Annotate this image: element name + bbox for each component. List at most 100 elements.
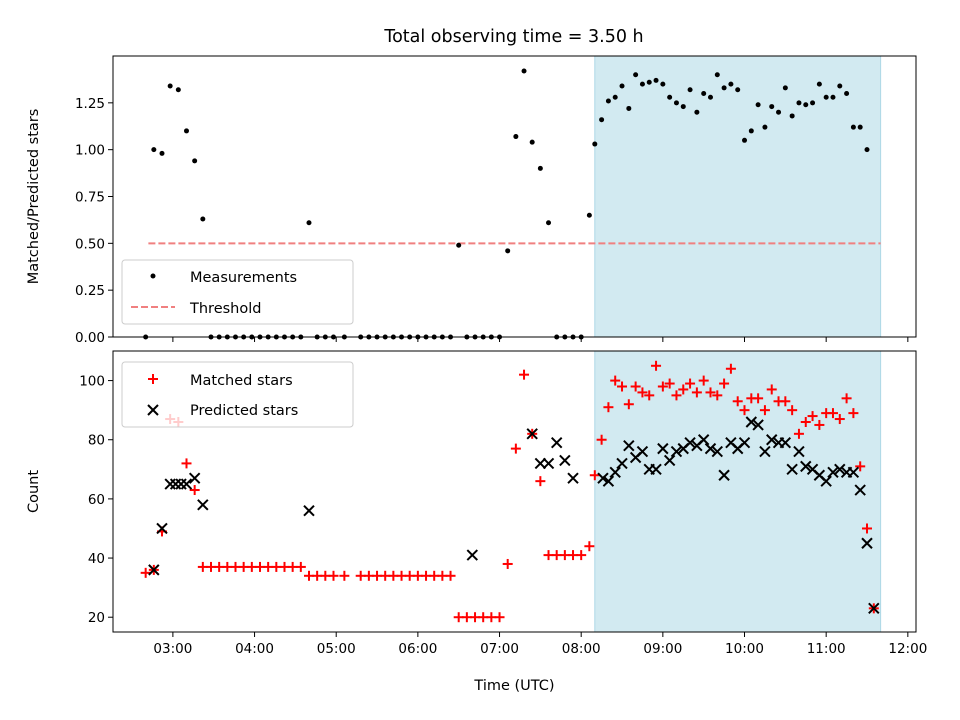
predicted-stars-point	[684, 436, 696, 449]
predicted-stars-point-b	[861, 537, 873, 549]
matched-stars-point	[637, 387, 648, 398]
predicted-stars-point-b	[834, 463, 846, 476]
measurement-point	[694, 109, 700, 115]
predicted-stars-point-b	[704, 442, 717, 455]
top-y-axis-label: Matched/Predicted stars	[26, 109, 42, 285]
measurement-point	[159, 150, 165, 156]
bottom-legend-box	[121, 361, 354, 428]
measurement-point	[546, 220, 552, 226]
legend-threshold-label: Threshold	[189, 301, 261, 317]
predicted-stars-point	[670, 445, 683, 458]
predicted-stars-point	[827, 466, 839, 478]
x-tick-label: 07:00	[480, 641, 519, 657]
predicted-stars-point	[526, 428, 538, 440]
bottom-x-ticks: 03:00 04:00 05:00 06:00 07:00 08:00 09:00 10:00…	[153, 632, 927, 657]
predicted-stars-point	[704, 442, 717, 455]
predicted-stars-point	[609, 466, 621, 478]
bottom-y-axis-label: Count	[26, 470, 42, 513]
predicted-stars-point-b	[657, 442, 669, 455]
measurement-point	[748, 128, 754, 134]
y-tick-label: 0.25	[75, 283, 105, 299]
predicted-stars-point-b	[718, 469, 730, 481]
matched-stars-point	[510, 443, 521, 454]
matched-stars-point	[189, 485, 200, 496]
predicted-stars-point	[180, 478, 193, 490]
predicted-stars-point-b	[759, 445, 771, 458]
predicted-stars-point	[718, 469, 730, 481]
predicted-stars-point-b	[738, 436, 751, 449]
measurement-point	[796, 100, 802, 106]
measurement-point	[837, 83, 843, 89]
predicted-stars-point	[711, 445, 723, 458]
predicted-stars-point-b	[766, 434, 778, 446]
measurement-point	[529, 139, 535, 145]
predicted-stars-point	[820, 475, 832, 487]
matched-stars-point	[834, 414, 845, 425]
matched-stars-point	[698, 375, 709, 386]
predicted-stars-point	[303, 505, 315, 517]
measurement-point	[306, 220, 312, 226]
bottom-data-layer	[140, 360, 880, 623]
matched-stars-point	[603, 402, 614, 413]
matched-stars-point	[753, 393, 764, 404]
x-tick-label: 10:00	[725, 641, 764, 657]
matched-stars-point	[725, 363, 736, 374]
matched-stars-point	[445, 570, 456, 581]
measurement-point	[192, 158, 198, 164]
matched-stars-point	[328, 570, 339, 581]
predicted-stars-point-b	[197, 499, 209, 511]
predicted-stars-point-b	[820, 475, 832, 487]
predicted-stars-point	[834, 463, 846, 476]
matched-stars-point	[630, 381, 641, 392]
measurement-point	[707, 94, 713, 100]
matched-stars-point	[339, 570, 350, 581]
predicted-stars-point	[550, 436, 563, 449]
measurement-point	[803, 102, 809, 108]
predicted-stars-point-b	[616, 457, 628, 470]
matched-stars-point	[705, 387, 716, 398]
predicted-stars-point	[766, 434, 778, 446]
matched-stars-point	[814, 419, 825, 430]
predicted-stars-point-b	[597, 472, 609, 484]
matched-stars-point	[807, 411, 818, 422]
matched-stars-point	[841, 393, 852, 404]
matched-stars-point	[678, 384, 689, 395]
matched-stars-point	[719, 378, 730, 389]
predicted-stars-point	[800, 460, 812, 473]
matched-stars-point	[140, 567, 151, 578]
measurement-point	[633, 72, 639, 78]
top-legend-box	[121, 259, 354, 325]
predicted-stars-point	[567, 472, 579, 484]
y-tick-label: 60	[88, 492, 105, 508]
matched-stars-point	[295, 561, 306, 572]
top-legend: Measurements Threshold	[121, 259, 354, 325]
predicted-stars-point-b	[847, 466, 860, 478]
measurement-point	[646, 79, 652, 85]
matched-stars-point	[739, 405, 750, 416]
measurement-point	[789, 113, 795, 119]
measurement-point	[619, 83, 625, 89]
predicted-stars-point-b	[752, 419, 764, 431]
measurement-point	[605, 98, 611, 104]
predicted-stars-point-b	[745, 416, 758, 428]
measurement-point	[673, 100, 679, 106]
measurement-point	[521, 68, 527, 74]
matched-stars-point	[827, 408, 838, 419]
x-tick-label: 05:00	[317, 641, 356, 657]
matched-stars-point	[623, 399, 634, 410]
measurement-point	[599, 117, 605, 123]
matched-stars-point	[664, 378, 675, 389]
predicted-stars-point-b	[188, 472, 201, 484]
matched-stars-point	[535, 476, 546, 487]
matched-stars-point	[502, 558, 513, 569]
measurement-point	[592, 141, 598, 147]
top-data-layer	[143, 68, 870, 340]
measurement-point	[857, 124, 863, 130]
predicted-stars-point	[148, 564, 160, 576]
measurement-point	[167, 83, 173, 89]
legend-cross	[147, 404, 159, 416]
predicted-stars-point-b	[623, 439, 635, 452]
matched-stars-point	[617, 381, 628, 392]
predicted-stars-point-b	[725, 436, 737, 449]
predicted-stars-point	[534, 457, 547, 470]
